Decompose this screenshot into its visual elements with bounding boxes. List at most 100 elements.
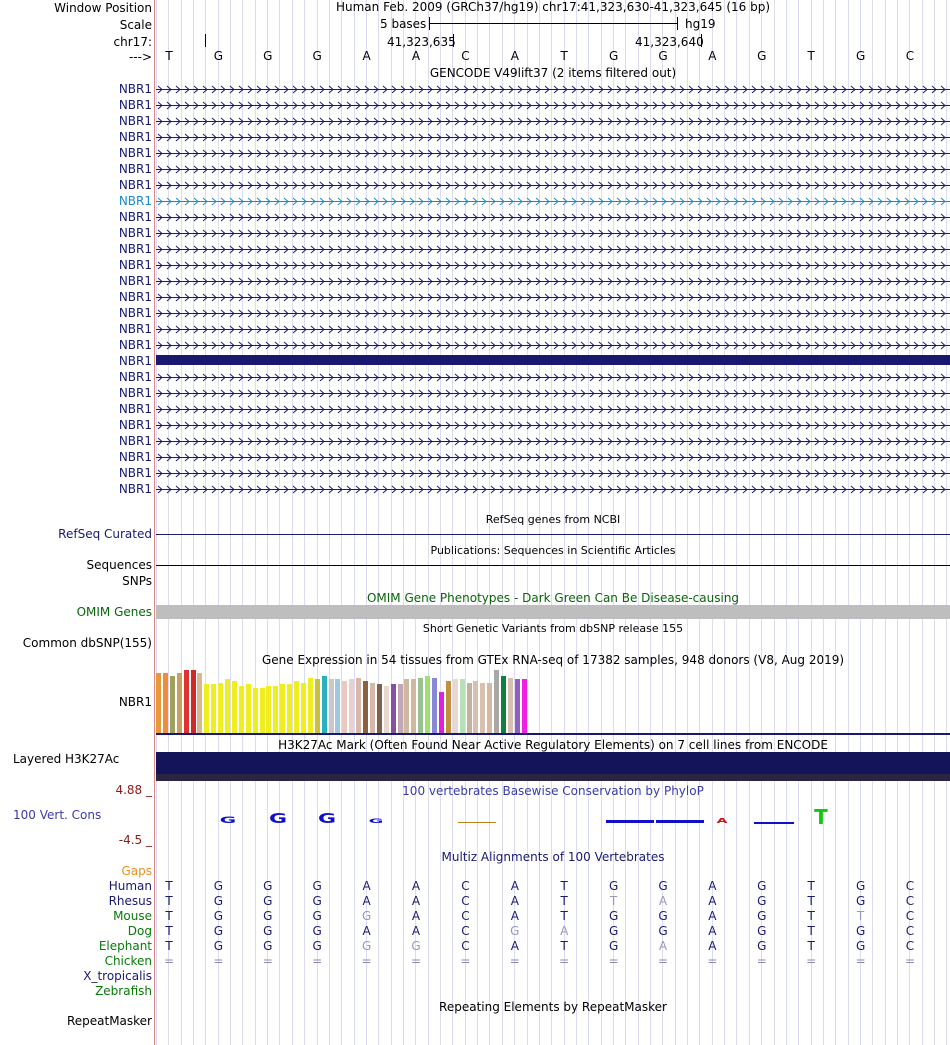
gtex-tissue-bar[interactable]	[507, 678, 513, 733]
gtex-tissue-bar[interactable]	[459, 679, 465, 733]
gene-label[interactable]: NBR1	[118, 482, 152, 496]
gene-label[interactable]: NBR1	[118, 146, 152, 160]
species-label[interactable]: Elephant	[98, 939, 152, 953]
h3k27ac-label[interactable]: Layered H3K27Ac	[13, 752, 120, 766]
gtex-tissue-bar[interactable]	[501, 676, 506, 733]
gene-label[interactable]: NBR1	[118, 162, 152, 176]
gene-intron-line[interactable]	[156, 100, 950, 111]
gtex-tissue-bar[interactable]	[480, 683, 486, 733]
gene-label[interactable]: NBR1	[118, 290, 152, 304]
omim-feature-bar[interactable]	[156, 605, 950, 619]
gtex-tissue-bar[interactable]	[314, 679, 320, 733]
gene-intron-line[interactable]	[156, 292, 950, 303]
gtex-tissue-bar[interactable]	[363, 681, 368, 733]
gene-label[interactable]: NBR1	[118, 402, 152, 416]
gtex-tissue-bar[interactable]	[466, 683, 472, 733]
gtex-tissue-bar[interactable]	[438, 692, 444, 733]
gtex-gene-label[interactable]: NBR1	[118, 695, 152, 709]
gene-label[interactable]: NBR1	[118, 194, 152, 208]
gene-label[interactable]: NBR1	[118, 130, 152, 144]
gene-intron-line[interactable]	[156, 388, 950, 399]
gtex-tissue-bar[interactable]	[328, 679, 334, 733]
gene-intron-line[interactable]	[156, 148, 950, 159]
gtex-tissue-bar[interactable]	[294, 681, 299, 733]
gtex-tissue-bar[interactable]	[273, 686, 279, 733]
gtex-tissue-bar[interactable]	[259, 688, 265, 733]
gtex-tissue-bar[interactable]	[176, 673, 182, 733]
gene-label[interactable]: NBR1	[118, 82, 152, 96]
gtex-tissue-bar[interactable]	[473, 681, 479, 733]
gene-intron-line[interactable]	[156, 116, 950, 127]
gene-intron-line[interactable]	[156, 468, 950, 479]
gtex-tissue-bar[interactable]	[418, 678, 424, 733]
gtex-tissue-bar[interactable]	[218, 683, 224, 733]
gene-intron-line[interactable]	[156, 276, 950, 287]
gene-intron-line[interactable]	[156, 84, 950, 95]
gtex-tissue-bar[interactable]	[356, 678, 362, 733]
species-label[interactable]: Chicken	[104, 954, 152, 968]
species-label[interactable]: Rhesus	[108, 894, 152, 908]
gtex-tissue-bar[interactable]	[369, 683, 375, 733]
gtex-tissue-bar[interactable]	[404, 679, 410, 733]
publications-line[interactable]	[156, 565, 950, 566]
gene-label[interactable]: NBR1	[118, 178, 152, 192]
gtex-tissue-bar[interactable]	[452, 679, 458, 733]
gene-intron-line[interactable]	[156, 212, 950, 223]
gene-intron-line[interactable]	[156, 132, 950, 143]
gtex-tissue-bar[interactable]	[280, 684, 286, 733]
gene-label[interactable]: NBR1	[118, 466, 152, 480]
gtex-tissue-bar[interactable]	[183, 670, 189, 733]
snps-label[interactable]: SNPs	[122, 574, 152, 588]
gene-intron-line[interactable]	[156, 484, 950, 495]
gtex-bar-chart[interactable]	[156, 667, 556, 733]
gene-label[interactable]: NBR1	[118, 322, 152, 336]
label-separator[interactable]	[154, 0, 155, 1045]
species-label[interactable]: X_tropicalis	[83, 969, 152, 983]
gtex-tissue-bar[interactable]	[521, 679, 527, 733]
gene-label[interactable]: NBR1	[118, 338, 152, 352]
gtex-tissue-bar[interactable]	[231, 681, 237, 733]
gene-label[interactable]: NBR1	[118, 210, 152, 224]
gene-label[interactable]: NBR1	[118, 386, 152, 400]
gtex-tissue-bar[interactable]	[321, 676, 327, 733]
gene-label[interactable]: NBR1	[118, 370, 152, 384]
gtex-tissue-bar[interactable]	[487, 683, 493, 733]
gtex-tissue-bar[interactable]	[238, 686, 244, 733]
gene-intron-line[interactable]	[156, 180, 950, 191]
gene-label[interactable]: NBR1	[118, 98, 152, 112]
gene-intron-line[interactable]	[156, 452, 950, 463]
gene-intron-line[interactable]	[156, 260, 950, 271]
gene-label[interactable]: NBR1	[118, 434, 152, 448]
gene-intron-line[interactable]	[156, 308, 950, 319]
gtex-tissue-bar[interactable]	[245, 684, 251, 733]
phylop-label[interactable]: 100 Vert. Cons	[13, 808, 102, 822]
gene-intron-line[interactable]	[156, 324, 950, 335]
gene-intron-line[interactable]	[156, 228, 950, 239]
gene-label[interactable]: NBR1	[118, 114, 152, 128]
gtex-tissue-bar[interactable]	[514, 679, 520, 733]
gtex-tissue-bar[interactable]	[376, 684, 382, 733]
gtex-tissue-bar[interactable]	[190, 670, 196, 733]
gtex-tissue-bar[interactable]	[300, 683, 306, 733]
gtex-tissue-bar[interactable]	[211, 684, 217, 733]
gtex-tissue-bar[interactable]	[445, 681, 451, 733]
gtex-tissue-bar[interactable]	[390, 684, 396, 733]
gtex-tissue-bar[interactable]	[197, 673, 203, 733]
gtex-tissue-bar[interactable]	[307, 678, 313, 733]
sequences-label[interactable]: Sequences	[86, 558, 152, 572]
gtex-tissue-bar[interactable]	[204, 684, 210, 733]
species-label[interactable]: Mouse	[113, 909, 152, 923]
gtex-tissue-bar[interactable]	[335, 679, 341, 733]
track-area[interactable]: Human Feb. 2009 (GRCh37/hg19) chr17:41,3…	[156, 0, 950, 1045]
gene-label[interactable]: NBR1	[118, 450, 152, 464]
gtex-tissue-bar[interactable]	[349, 679, 355, 733]
gtex-tissue-bar[interactable]	[342, 681, 348, 733]
gene-label[interactable]: NBR1	[118, 258, 152, 272]
dbsnp-label[interactable]: Common dbSNP(155)	[22, 636, 152, 650]
refseq-gene-line[interactable]	[156, 534, 950, 535]
phylop-logo[interactable]: G G G G A T	[156, 800, 950, 830]
gene-label[interactable]: NBR1	[118, 226, 152, 240]
gene-label[interactable]: NBR1	[118, 306, 152, 320]
gene-label[interactable]: NBR1	[118, 242, 152, 256]
gtex-tissue-bar[interactable]	[266, 686, 272, 733]
